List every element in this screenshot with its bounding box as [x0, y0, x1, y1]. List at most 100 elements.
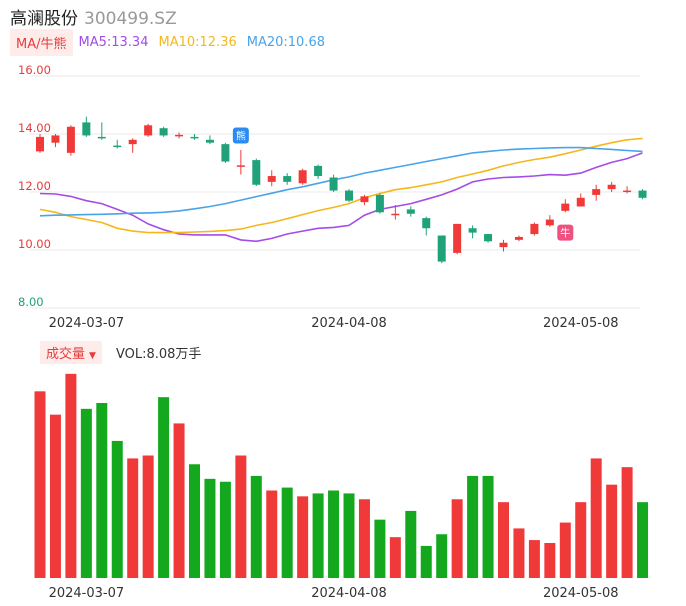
volume-bar	[436, 534, 448, 578]
volume-bar	[281, 487, 293, 578]
candlestick	[236, 149, 245, 175]
volume-bar	[158, 397, 170, 578]
candlestick	[314, 164, 323, 179]
candlestick	[638, 189, 647, 200]
volume-bar	[420, 545, 432, 578]
candlestick	[576, 193, 585, 207]
candlestick	[298, 168, 307, 185]
volume-bars	[34, 373, 649, 578]
candlestick	[159, 126, 168, 137]
candlestick	[437, 235, 446, 264]
candlestick	[514, 235, 523, 242]
candlestick	[360, 194, 369, 206]
candlestick	[468, 225, 477, 239]
volume-bar	[189, 464, 200, 578]
candle-body	[422, 218, 431, 229]
candle-body	[236, 165, 245, 167]
volume-bar	[358, 499, 370, 578]
ma5-value: MA5:13.34	[78, 34, 149, 50]
candle-body	[437, 235, 446, 262]
volume-bar	[498, 502, 509, 578]
candlestick	[406, 206, 415, 217]
stock-header: 高澜股份 300499.SZ	[10, 4, 177, 29]
volume-bar	[65, 373, 77, 578]
x-tick-label: 2024-05-08	[543, 316, 619, 331]
bull-marker-badge	[557, 224, 574, 241]
candlestick	[607, 181, 616, 192]
volume-bar	[405, 510, 417, 578]
volume-bar	[328, 490, 340, 578]
candle-body	[530, 223, 539, 235]
candle-body	[190, 136, 199, 139]
volume-x-tick-label: 2024-04-08	[311, 586, 387, 601]
volume-bar	[142, 455, 154, 578]
volume-bar	[513, 528, 525, 578]
volume-indicator-dropdown[interactable]: 成交量 ▼	[40, 340, 102, 364]
volume-bar	[312, 493, 324, 578]
volume-bar	[559, 522, 571, 578]
volume-value: VOL:8.08万手	[115, 346, 202, 362]
volume-bar	[575, 502, 587, 578]
y-tick-label: 14.00	[18, 121, 51, 135]
candle-body	[97, 136, 106, 139]
candle-body	[175, 134, 184, 137]
candle-body	[468, 228, 477, 233]
candle-body	[514, 236, 523, 240]
ma-bull-bear-tag[interactable]: MA/牛熊	[10, 28, 73, 56]
candlestick	[545, 215, 554, 227]
volume-bar	[637, 502, 649, 578]
ma20-line	[39, 146, 643, 217]
volume-x-axis: 2024-03-07 2024-04-08 2024-05-08	[49, 586, 619, 601]
bull-marker: 牛	[557, 224, 574, 241]
volume-bar	[544, 543, 556, 578]
volume-bar	[250, 475, 262, 578]
ma10-value: MA10:12.36	[158, 34, 237, 50]
candle-body	[592, 189, 601, 195]
candle-body	[159, 128, 168, 136]
volume-legend: 成交量 ▼ VOL:8.08万手	[40, 340, 202, 364]
volume-bar	[343, 493, 355, 578]
volume-bar	[219, 481, 231, 578]
candle-body	[36, 136, 44, 152]
volume-bar	[266, 490, 278, 578]
candle-body	[453, 223, 462, 253]
volume-bar	[389, 537, 401, 578]
candle-body	[205, 139, 214, 143]
volume-tag-label: 成交量	[46, 346, 86, 362]
candlestick	[592, 184, 601, 201]
candlestick	[453, 223, 462, 255]
ma5-line	[39, 152, 643, 243]
candle-body	[391, 213, 400, 216]
volume-bar	[590, 458, 602, 578]
candle-body	[267, 176, 276, 182]
candlestick	[422, 216, 431, 236]
volume-bar	[127, 458, 139, 578]
volume-bar	[297, 496, 309, 578]
candlestick	[499, 239, 508, 252]
candlestick	[190, 134, 199, 140]
candlestick	[252, 158, 261, 187]
candle-body	[329, 177, 338, 191]
candlestick	[391, 205, 400, 220]
x-tick-label: 2024-04-08	[311, 316, 387, 331]
candle-body	[113, 145, 122, 148]
candle-body	[375, 194, 384, 213]
candlesticks	[36, 116, 647, 264]
volume-bar	[606, 484, 618, 578]
candlestick	[561, 199, 570, 213]
candle-body	[144, 125, 153, 136]
volume-bar	[235, 455, 247, 578]
candlestick	[484, 234, 493, 243]
candle-body	[638, 190, 647, 198]
price-gridlines: 16.00 14.00 12.00 10.00 8.00	[18, 63, 640, 309]
candlestick	[205, 135, 214, 145]
caret-down-icon: ▼	[89, 350, 96, 361]
candle-body	[66, 126, 75, 153]
ma-legend: MA/牛熊 MA5:13.34 MA10:12.36 MA20:10.68	[10, 28, 325, 56]
candlestick	[82, 116, 91, 137]
volume-x-tick-label: 2024-05-08	[543, 586, 619, 601]
volume-bar	[80, 408, 92, 578]
volume-bar	[621, 467, 633, 578]
volume-bar	[528, 540, 540, 578]
